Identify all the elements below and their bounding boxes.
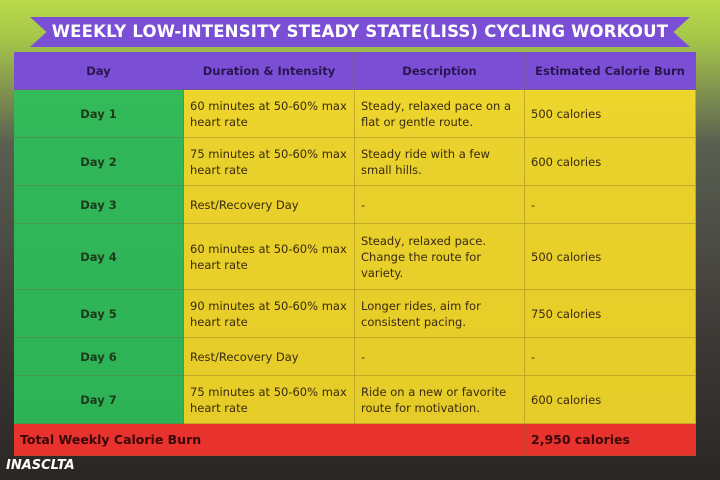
day-cell: Day 7 [14,376,184,424]
table-cell: Rest/Recovery Day [184,186,355,224]
table-cell: - [525,186,696,224]
table-cell: 75 minutes at 50-60% max heart rate [184,138,355,186]
table-cell: Steady, relaxed pace. Change the route f… [355,224,525,290]
table-cell: - [525,338,696,376]
table-cell: 750 calories [525,290,696,338]
table-cell: 500 calories [525,90,696,138]
header-cell: Description [355,52,525,90]
day-cell: Day 1 [14,90,184,138]
table-cell: 75 minutes at 50-60% max heart rate [184,376,355,424]
day-cell: Day 2 [14,138,184,186]
table-cell: 90 minutes at 50-60% max heart rate [184,290,355,338]
table-cell: 500 calories [525,224,696,290]
header-cell: Duration & Intensity [184,52,355,90]
table-cell: Steady, relaxed pace on a flat or gentle… [355,90,525,138]
table: Day Duration & Intensity Description Estima… [14,52,696,456]
table-cell: Rest/Recovery Day [184,338,355,376]
day-cell: Day 4 [14,224,184,290]
day-cell: Day 5 [14,290,184,338]
table-cell: Ride on a new or favorite route for moti… [355,376,525,424]
day-cell: Day 3 [14,186,184,224]
table-cell: - [355,338,525,376]
total-label: Total Weekly Calorie Burn [14,424,525,456]
header-cell: Day [14,52,184,90]
header-cell: Estimated Calorie Burn [525,52,696,90]
table-cell: 60 minutes at 50-60% max heart rate [184,90,355,138]
title: WEEKLY LOW-INTENSITY STEADY STATE(LISS) … [51,22,669,41]
table-cell: 60 minutes at 50-60% max heart rate [184,224,355,290]
brand: INASCLTA [6,458,75,473]
table-cell: Longer rides, aim for consistent pacing. [355,290,525,338]
title-banner [30,17,690,47]
table-cell: - [355,186,525,224]
table-cell: 600 calories [525,376,696,424]
table-cell: Steady ride with a few small hills. [355,138,525,186]
day-cell: Day 6 [14,338,184,376]
table-cell: 600 calories [525,138,696,186]
total-value: 2,950 calories [525,424,696,456]
